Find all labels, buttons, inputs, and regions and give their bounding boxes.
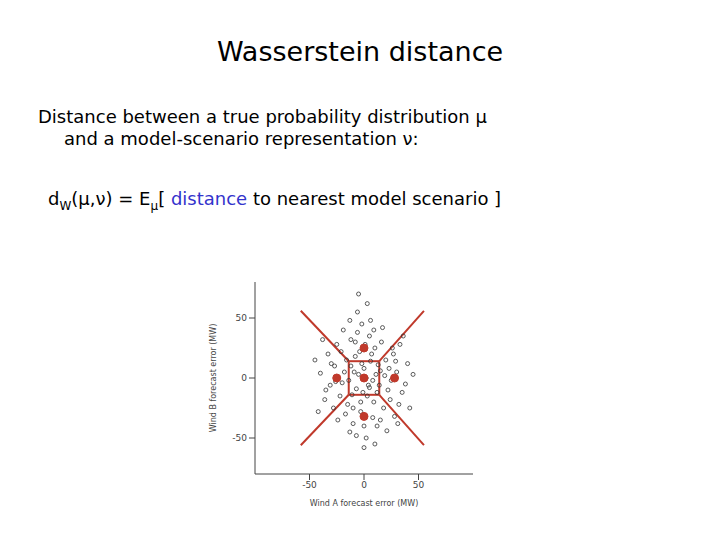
html-text:Wasserstein distance: Wasserstein distance (216, 36, 504, 67)
html-text:Distance between a true probab: Distance between a true probability dist… (38, 106, 487, 127)
svg-text:50: 50 (236, 313, 248, 323)
svg-text:Wind A forecast error (MW): Wind A forecast error (MW) (310, 499, 419, 508)
html-text:dW(μ,ν) = Eμ[distance to neare: dW(μ,ν) = Eμ[distance to nearest model s… (48, 188, 502, 213)
svg-text:0: 0 (241, 373, 247, 383)
svg-text:0: 0 (361, 480, 367, 490)
svg-text:50: 50 (413, 480, 425, 490)
svg-text:-50: -50 (302, 480, 317, 490)
svg-text:Wind B forecast error (MW): Wind B forecast error (MW) (209, 324, 218, 433)
html-text:and a model-scenario represent: and a model-scenario representation ν: (64, 128, 419, 149)
svg-text:-50: -50 (232, 433, 247, 443)
